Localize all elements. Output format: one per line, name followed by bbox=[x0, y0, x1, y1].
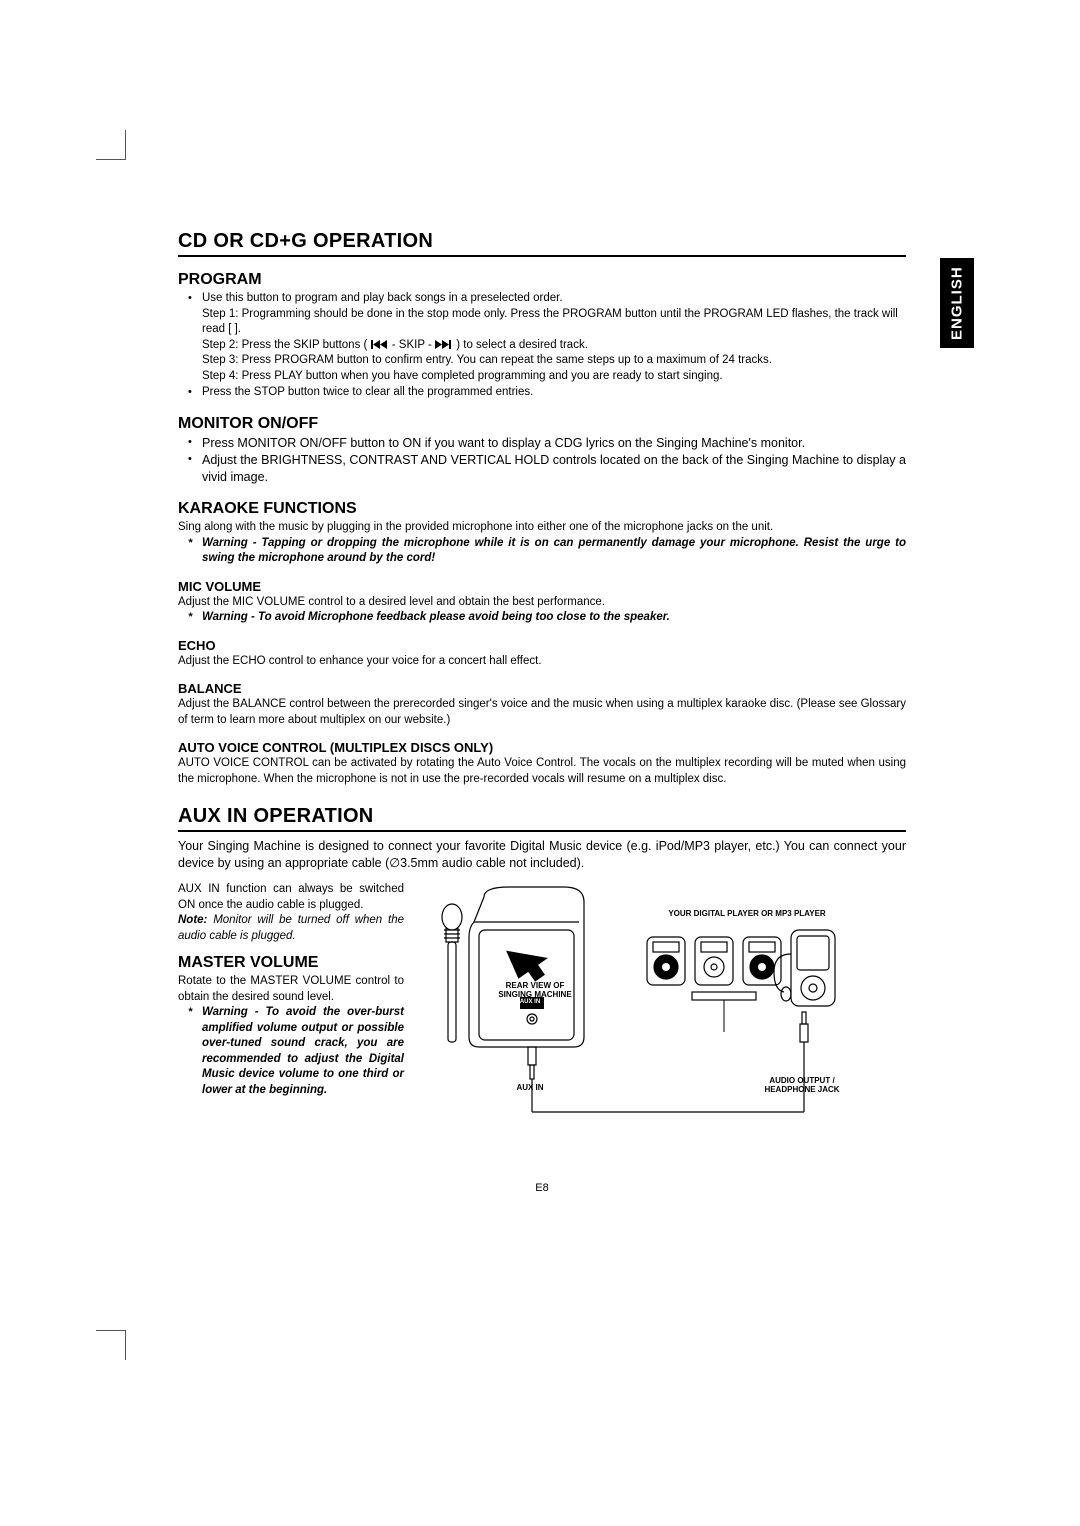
program-step2: Step 2: Press the SKIP buttons ( - SKIP … bbox=[202, 339, 588, 351]
heading-avc: AUTO VOICE CONTROL (MULTIPLEX DISCS ONLY… bbox=[178, 740, 906, 755]
aux-cable-icon bbox=[528, 1012, 808, 1112]
heading-balance: BALANCE bbox=[178, 681, 906, 696]
manual-page: CD OR CD+G OPERATION PROGRAM Use this bu… bbox=[178, 230, 906, 1182]
program-bullet-1: Use this button to program and play back… bbox=[192, 291, 906, 384]
program-step3: Step 3: Press PROGRAM button to confirm … bbox=[202, 354, 772, 366]
language-tab: ENGLISH bbox=[940, 258, 974, 348]
section-title-aux: AUX IN OPERATION bbox=[178, 805, 906, 832]
aux-left-p1: AUX IN function can always be switched O… bbox=[178, 882, 404, 913]
heading-master: MASTER VOLUME bbox=[178, 954, 404, 972]
master-warn-list: Warning - To avoid the over-burst amplif… bbox=[178, 1005, 404, 1098]
aux-row: AUX IN function can always be switched O… bbox=[178, 882, 906, 1182]
aux-note-label: Note: bbox=[178, 914, 207, 926]
monitor-list: Press MONITOR ON/OFF button to ON if you… bbox=[178, 435, 906, 487]
label-rear-view: REAR VIEW OF SINGING MACHINE bbox=[490, 982, 580, 1000]
balance-p: Adjust the BALANCE control between the p… bbox=[178, 697, 906, 728]
mp3-players-icon bbox=[647, 930, 835, 1006]
crop-mark-top-left bbox=[96, 130, 126, 160]
step2-mid: - SKIP - bbox=[392, 339, 432, 351]
karaoke-warn-list: Warning - Tapping or dropping the microp… bbox=[178, 536, 906, 567]
micvol-p: Adjust the MIC VOLUME control to a desir… bbox=[178, 595, 906, 611]
label-audio-output: AUDIO OUTPUT / HEADPHONE JACK bbox=[752, 1077, 852, 1095]
heading-karaoke: KARAOKE FUNCTIONS bbox=[178, 500, 906, 518]
master-warn: Warning - To avoid the over-burst amplif… bbox=[192, 1005, 404, 1098]
aux-left-col: AUX IN function can always be switched O… bbox=[178, 882, 404, 1182]
skip-forward-icon bbox=[435, 340, 453, 349]
skip-back-icon bbox=[371, 340, 389, 349]
heading-echo: ECHO bbox=[178, 638, 906, 653]
label-auxin-small: AUX IN bbox=[512, 999, 548, 1006]
micvol-warn: Warning - To avoid Microphone feedback p… bbox=[192, 610, 906, 626]
singing-machine-icon bbox=[469, 887, 584, 1047]
program-step4: Step 4: Press PLAY button when you have … bbox=[202, 370, 723, 382]
program-step1: Step 1: Programming should be done in th… bbox=[202, 308, 898, 336]
aux-intro: Your Singing Machine is designed to conn… bbox=[178, 838, 906, 872]
aux-diagram: YOUR DIGITAL PLAYER OR MP3 PLAYER REAR V… bbox=[422, 882, 906, 1182]
program-list: Use this button to program and play back… bbox=[178, 291, 906, 401]
player-base-icon bbox=[692, 992, 756, 1000]
label-auxin: AUX IN bbox=[510, 1084, 550, 1093]
karaoke-warn: Warning - Tapping or dropping the microp… bbox=[192, 536, 906, 567]
step2-post: ) to select a desired track. bbox=[456, 339, 588, 351]
aux-note-text: Monitor will be turned off when the audi… bbox=[178, 914, 404, 942]
program-steps: Step 1: Programming should be done in th… bbox=[202, 307, 906, 385]
monitor-b1: Press MONITOR ON/OFF button to ON if you… bbox=[192, 435, 906, 452]
micvol-warn-list: Warning - To avoid Microphone feedback p… bbox=[178, 610, 906, 626]
program-bullet-2: Press the STOP button twice to clear all… bbox=[192, 385, 906, 401]
microphone-icon bbox=[442, 904, 462, 1042]
heading-program: PROGRAM bbox=[178, 271, 906, 289]
echo-p: Adjust the ECHO control to enhance your … bbox=[178, 654, 906, 670]
heading-monitor: MONITOR ON/OFF bbox=[178, 415, 906, 433]
aux-left-note: Note: Monitor will be turned off when th… bbox=[178, 913, 404, 944]
section-title-cd: CD OR CD+G OPERATION bbox=[178, 230, 906, 257]
page-number: E8 bbox=[178, 1182, 906, 1194]
program-bullet-1-text: Use this button to program and play back… bbox=[202, 292, 563, 304]
crop-mark-bottom-left bbox=[96, 1330, 126, 1360]
connection-diagram bbox=[422, 882, 906, 1182]
heading-micvol: MIC VOLUME bbox=[178, 579, 906, 594]
avc-p: AUTO VOICE CONTROL can be activated by r… bbox=[178, 756, 906, 787]
label-digital-player: YOUR DIGITAL PLAYER OR MP3 PLAYER bbox=[652, 910, 842, 919]
step2-pre: Step 2: Press the SKIP buttons ( bbox=[202, 339, 367, 351]
karaoke-intro: Sing along with the music by plugging in… bbox=[178, 520, 906, 536]
master-p: Rotate to the MASTER VOLUME control to o… bbox=[178, 974, 404, 1005]
monitor-b2: Adjust the BRIGHTNESS, CONTRAST AND VERT… bbox=[192, 452, 906, 486]
